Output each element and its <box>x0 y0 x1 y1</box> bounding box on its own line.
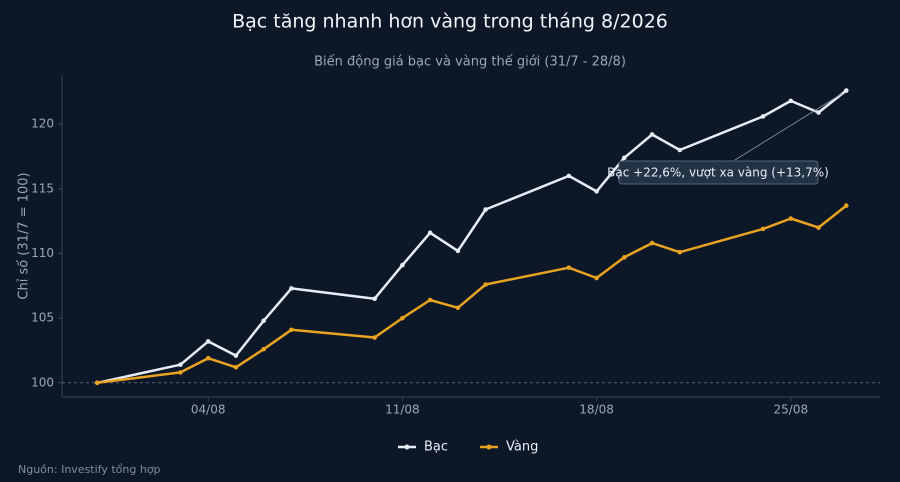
data-point <box>816 225 821 230</box>
data-point <box>594 189 599 194</box>
data-point <box>427 230 433 236</box>
data-point <box>205 339 211 344</box>
data-point <box>677 147 683 153</box>
legend-label: Vàng <box>506 440 538 455</box>
x-tick-label: 11/08 <box>385 403 420 417</box>
data-point <box>372 296 377 302</box>
data-point <box>178 362 183 367</box>
x-tick-label: 25/08 <box>774 403 809 417</box>
y-axis-label: Chỉ số (31/7 = 100) <box>17 172 32 299</box>
y-tick-label: 115 <box>31 181 54 195</box>
annotation-arrow <box>734 93 843 161</box>
chart-subtitle: Biến động giá bạc và vàng thế giới (31/7… <box>314 55 626 70</box>
data-point <box>261 346 266 352</box>
data-point <box>233 364 239 370</box>
data-point <box>372 335 377 340</box>
data-point <box>178 370 183 375</box>
data-point <box>677 249 683 255</box>
data-point <box>261 318 266 324</box>
data-point <box>94 380 100 386</box>
data-point <box>289 286 294 291</box>
chart-title: Bạc tăng nhanh hơn vàng trong tháng 8/20… <box>232 11 668 33</box>
data-point <box>566 265 572 270</box>
x-tick-label: 18/08 <box>579 403 614 417</box>
data-point <box>760 114 766 119</box>
series-line <box>96 89 848 385</box>
data-point <box>788 216 794 221</box>
y-tick-label: 110 <box>31 246 54 260</box>
data-point <box>622 155 627 161</box>
annotation-box <box>618 160 819 185</box>
data-point <box>455 248 461 254</box>
annotation-text: Bạc +22,6%, vượt xa vàng (+13,7%) <box>607 166 829 180</box>
data-point <box>455 305 461 311</box>
data-point <box>289 327 294 333</box>
y-tick-label: 100 <box>31 375 54 389</box>
data-point <box>205 355 211 361</box>
data-point <box>816 110 821 115</box>
x-tick-label: 04/08 <box>191 403 226 417</box>
series-line <box>97 204 848 385</box>
data-point <box>483 207 488 212</box>
legend-marker <box>404 444 410 450</box>
data-point <box>594 275 599 281</box>
data-point <box>843 203 849 208</box>
data-point <box>622 255 627 260</box>
legend-marker <box>486 444 492 450</box>
data-point <box>427 297 433 303</box>
y-tick-label: 105 <box>31 311 54 325</box>
data-point <box>649 240 655 246</box>
source-note: Nguồn: Investify tổng hợp <box>18 463 161 476</box>
data-point <box>483 282 488 287</box>
data-point <box>788 98 794 104</box>
data-point <box>566 173 572 179</box>
y-tick-label: 120 <box>31 117 54 131</box>
data-point <box>649 132 655 137</box>
data-point <box>233 353 239 358</box>
data-point <box>760 226 766 232</box>
data-point <box>400 262 405 268</box>
legend-label: Bạc <box>424 440 448 455</box>
data-point <box>843 88 849 93</box>
data-point <box>400 315 405 321</box>
